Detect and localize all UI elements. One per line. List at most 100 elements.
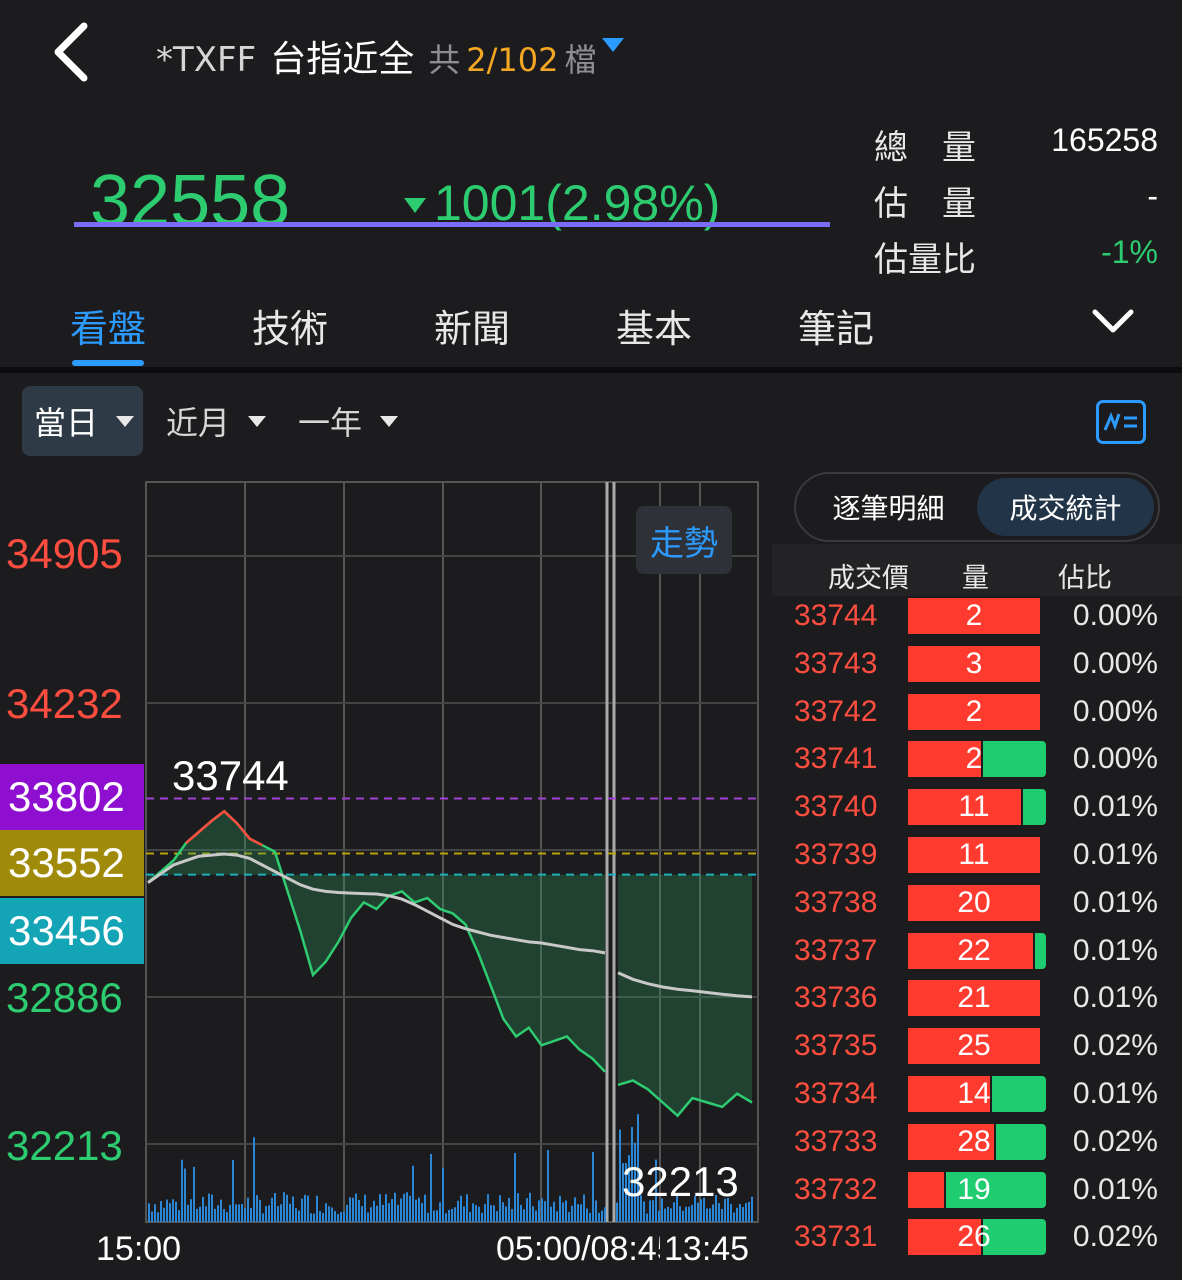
volume-bar bbox=[622, 1163, 624, 1222]
stats-row-volume: 19 bbox=[957, 1172, 991, 1206]
volume-bar bbox=[337, 1213, 339, 1222]
total-volume-value: 165258 bbox=[1051, 122, 1158, 158]
volume-bar bbox=[286, 1194, 288, 1222]
volume-bar bbox=[319, 1210, 321, 1222]
caret-down-icon bbox=[380, 415, 399, 427]
volume-bar bbox=[223, 1209, 225, 1222]
dropdown-triangle-icon[interactable] bbox=[602, 38, 625, 52]
stats-row-ratio: 0.02% bbox=[1072, 1220, 1158, 1254]
stats-row-price: 33732 bbox=[794, 1172, 878, 1206]
tab-overview[interactable]: 看盤 bbox=[70, 307, 147, 351]
trend-button[interactable]: 走勢 bbox=[636, 506, 732, 574]
total-volume-label: 總 量 bbox=[874, 128, 976, 168]
volume-bar bbox=[277, 1206, 279, 1222]
volume-bar bbox=[523, 1209, 525, 1222]
volume-bar bbox=[736, 1207, 738, 1222]
segment-trade-stats[interactable]: 成交統計 bbox=[977, 478, 1154, 536]
volume-bar bbox=[229, 1204, 231, 1222]
stats-row-volume-bar: 2 bbox=[908, 741, 1046, 778]
stats-row-volume-bar: 22 bbox=[908, 932, 1046, 969]
volume-bar bbox=[214, 1208, 216, 1222]
volume-bar bbox=[550, 1206, 552, 1222]
caret-down-icon bbox=[116, 415, 135, 427]
volume-bar bbox=[751, 1196, 753, 1222]
volume-bar bbox=[289, 1203, 291, 1222]
stats-row-ratio: 0.01% bbox=[1072, 1172, 1158, 1206]
chevron-down-icon[interactable] bbox=[1090, 302, 1136, 342]
price-change: 1001(2.98%) bbox=[434, 175, 721, 231]
segment-tick-detail[interactable]: 逐筆明細 bbox=[832, 492, 945, 525]
volume-bar bbox=[595, 1200, 597, 1222]
buy-volume-bar bbox=[908, 645, 1040, 682]
volume-bar bbox=[694, 1196, 696, 1222]
volume-bar bbox=[517, 1193, 519, 1222]
tab-news[interactable]: 新聞 bbox=[434, 307, 511, 351]
stats-row-volume: 2 bbox=[965, 694, 983, 728]
range-month-dropdown[interactable]: 近月 bbox=[154, 386, 284, 456]
volume-bar bbox=[151, 1211, 153, 1222]
volume-bar bbox=[175, 1201, 177, 1222]
symbol-code: *TXFF bbox=[156, 40, 257, 80]
stats-row-ratio: 0.00% bbox=[1072, 742, 1158, 776]
stats-row-volume-bar: 2 bbox=[908, 598, 1046, 634]
tab-fundamentals[interactable]: 基本 bbox=[616, 307, 693, 351]
volume-bar bbox=[352, 1197, 354, 1222]
x-label-start: 15:00 bbox=[96, 1230, 182, 1268]
range-today-dropdown[interactable]: 當日 bbox=[22, 386, 143, 456]
volume-bar bbox=[340, 1212, 342, 1222]
sell-volume-bar bbox=[983, 1219, 1046, 1256]
back-arrow-icon[interactable] bbox=[48, 20, 98, 84]
volume-bar bbox=[253, 1137, 255, 1222]
volume-bar bbox=[265, 1206, 267, 1222]
intraday-chart[interactable] bbox=[0, 470, 770, 1280]
stats-row-volume-bar: 21 bbox=[908, 980, 1046, 1017]
detail-segmented-control: 逐筆明細 成交統計 bbox=[794, 472, 1160, 542]
volume-bar bbox=[637, 1114, 639, 1222]
volume-bar bbox=[349, 1197, 351, 1222]
tab-technical[interactable]: 技術 bbox=[252, 307, 329, 351]
stats-row-volume-bar: 28 bbox=[908, 1123, 1046, 1160]
sell-volume-bar bbox=[1023, 789, 1046, 826]
volume-bar bbox=[616, 1202, 618, 1222]
indicator-settings-icon[interactable] bbox=[1096, 400, 1146, 444]
volume-bar bbox=[685, 1206, 687, 1222]
volume-bar bbox=[538, 1200, 540, 1222]
stats-row-volume: 28 bbox=[957, 1124, 991, 1158]
volume-bar bbox=[562, 1202, 564, 1222]
buy-volume-bar bbox=[908, 932, 1033, 969]
volume-bar bbox=[235, 1204, 237, 1222]
volume-bar bbox=[742, 1206, 744, 1222]
volume-bar bbox=[727, 1197, 729, 1222]
volume-bar bbox=[718, 1203, 720, 1222]
stats-row-ratio: 0.02% bbox=[1072, 1029, 1158, 1063]
volume-bar bbox=[715, 1194, 717, 1222]
volume-bar bbox=[430, 1153, 432, 1222]
volume-bar bbox=[601, 1210, 603, 1222]
volume-bar bbox=[292, 1196, 294, 1222]
stats-row-ratio: 0.00% bbox=[1072, 694, 1158, 728]
buy-volume-bar bbox=[908, 1171, 944, 1208]
volume-bar bbox=[730, 1204, 732, 1222]
stats-row-volume: 3 bbox=[965, 646, 983, 680]
volume-bar bbox=[433, 1210, 435, 1222]
volume-bar bbox=[283, 1192, 285, 1222]
stats-row-ratio: 0.00% bbox=[1072, 599, 1158, 632]
y-axis-label: 32213 bbox=[6, 1122, 123, 1169]
y-axis-label: 34905 bbox=[6, 530, 123, 577]
volume-bar bbox=[427, 1212, 429, 1222]
stats-header-bar bbox=[772, 544, 1182, 596]
range-year-dropdown[interactable]: 一年 bbox=[286, 386, 416, 456]
volume-bar bbox=[463, 1206, 465, 1222]
tab-notes[interactable]: 筆記 bbox=[798, 307, 875, 351]
buy-volume-bar bbox=[908, 741, 981, 778]
volume-bar bbox=[658, 1210, 660, 1222]
volume-bar bbox=[724, 1198, 726, 1222]
instrument-selector[interactable]: *TXFF 台指近全 共 2/102 檔 bbox=[156, 30, 625, 80]
y-axis-label: 33552 bbox=[0, 830, 144, 896]
volume-bar bbox=[280, 1204, 282, 1222]
volume-bar bbox=[553, 1201, 555, 1222]
stats-row-volume-bar: 26 bbox=[908, 1219, 1046, 1256]
volume-bar bbox=[676, 1193, 678, 1222]
volume-bar bbox=[361, 1206, 363, 1222]
volume-bar bbox=[481, 1212, 483, 1222]
